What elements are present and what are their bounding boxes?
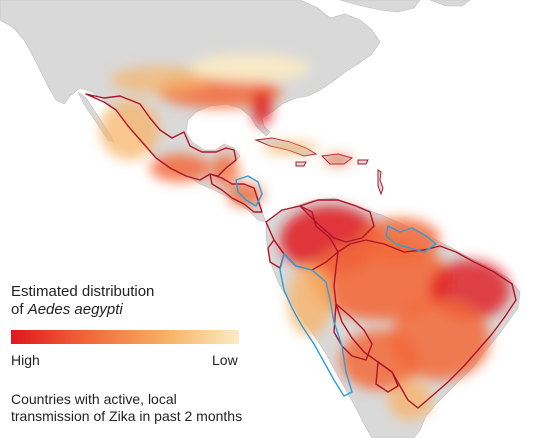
border-central-america — [209, 173, 263, 213]
border-guianas — [385, 225, 437, 253]
other-country-borders — [235, 175, 437, 397]
border-nicaragua — [235, 175, 263, 207]
land-puerto-rico — [357, 159, 369, 165]
density-heat — [100, 54, 510, 420]
zika-countries-note: Countries with active, local transmissio… — [11, 391, 242, 425]
border-ecuador — [267, 239, 285, 269]
land-arctic — [339, 0, 471, 13]
legend-title-line1: Estimated distribution — [11, 283, 155, 300]
border-mexico — [85, 93, 237, 181]
border-bolivia — [333, 303, 373, 361]
legend-title-line2: of Aedes aegypti — [11, 301, 154, 319]
legend-title: Estimated distribution of Aedes aegypti — [11, 283, 154, 319]
border-paraguay — [375, 361, 399, 393]
zika-note-line1: Countries with active, local — [11, 391, 177, 407]
border-peru — [279, 253, 353, 397]
legend-gradient-bar — [11, 330, 239, 344]
legend-species: Aedes aegypti — [27, 301, 123, 318]
land-jamaica — [295, 161, 307, 167]
legend-low-label: Low — [212, 352, 238, 368]
land-lesser-antilles — [377, 169, 384, 196]
legend-title-prefix: of — [11, 301, 28, 318]
land-north-america — [0, 0, 381, 223]
legend-high-label: High — [11, 352, 40, 368]
border-venezuela — [299, 199, 375, 243]
zika-note-line2: transmission of Zika in past 2 months — [11, 408, 243, 424]
